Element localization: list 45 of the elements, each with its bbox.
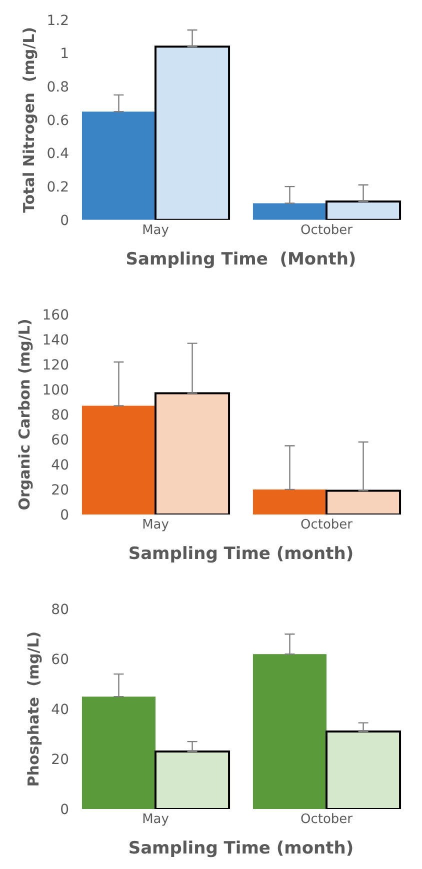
bar [326, 490, 402, 514]
x-axis-title: Sampling Time (month) [128, 544, 354, 564]
y-tick-label: 0 [60, 802, 69, 818]
bar [154, 750, 230, 809]
x-tick-label: October [300, 222, 354, 238]
y-tick-label: 20 [51, 752, 69, 768]
y-axis-title: Phosphate (mg/L) [24, 631, 42, 787]
bar [82, 112, 156, 220]
y-tick-label: 60 [51, 652, 69, 668]
y-tick-label: 80 [51, 602, 69, 618]
x-tick-label: October [300, 517, 354, 532]
y-tick-label: 140 [42, 332, 69, 348]
y-tick-label: 20 [51, 482, 69, 498]
bar [326, 730, 402, 809]
y-tick-label: 0 [60, 507, 69, 524]
y-tick-label: 60 [51, 432, 69, 448]
y-tick-label: 0.4 [46, 146, 70, 162]
y-tick-label: 120 [42, 357, 69, 374]
x-tick-label: May [142, 812, 170, 827]
y-tick-label: 160 [42, 307, 69, 324]
y-axis-title: Organic Carbon (mg/L) [16, 318, 34, 510]
x-axis-title: Sampling Time (Month) [126, 249, 356, 270]
bar [252, 654, 326, 809]
y-tick-label: 0 [60, 212, 69, 229]
y-tick-label: 40 [51, 457, 69, 474]
y-axis-title: Total Nitrogen (mg/L) [20, 26, 38, 213]
bar [82, 696, 156, 809]
y-tick-label: 100 [42, 382, 69, 398]
y-tick-label: 0.8 [46, 80, 69, 96]
x-tick-label: October [300, 812, 354, 827]
bar [154, 46, 230, 220]
y-tick-label: 0.2 [46, 179, 69, 196]
x-tick-label: May [142, 222, 170, 238]
x-tick-label: May [142, 517, 170, 532]
y-tick-label: 0.6 [46, 112, 70, 129]
bar [252, 203, 326, 220]
y-tick-label: 80 [51, 407, 69, 424]
bar [154, 392, 230, 514]
y-tick-label: 1 [60, 46, 69, 62]
y-tick-label: 1.2 [46, 12, 69, 29]
y-tick-label: 40 [51, 702, 69, 718]
x-axis-title: Sampling Time (month) [128, 838, 354, 858]
bar [252, 489, 326, 514]
bar [82, 406, 156, 514]
bar [326, 200, 402, 220]
